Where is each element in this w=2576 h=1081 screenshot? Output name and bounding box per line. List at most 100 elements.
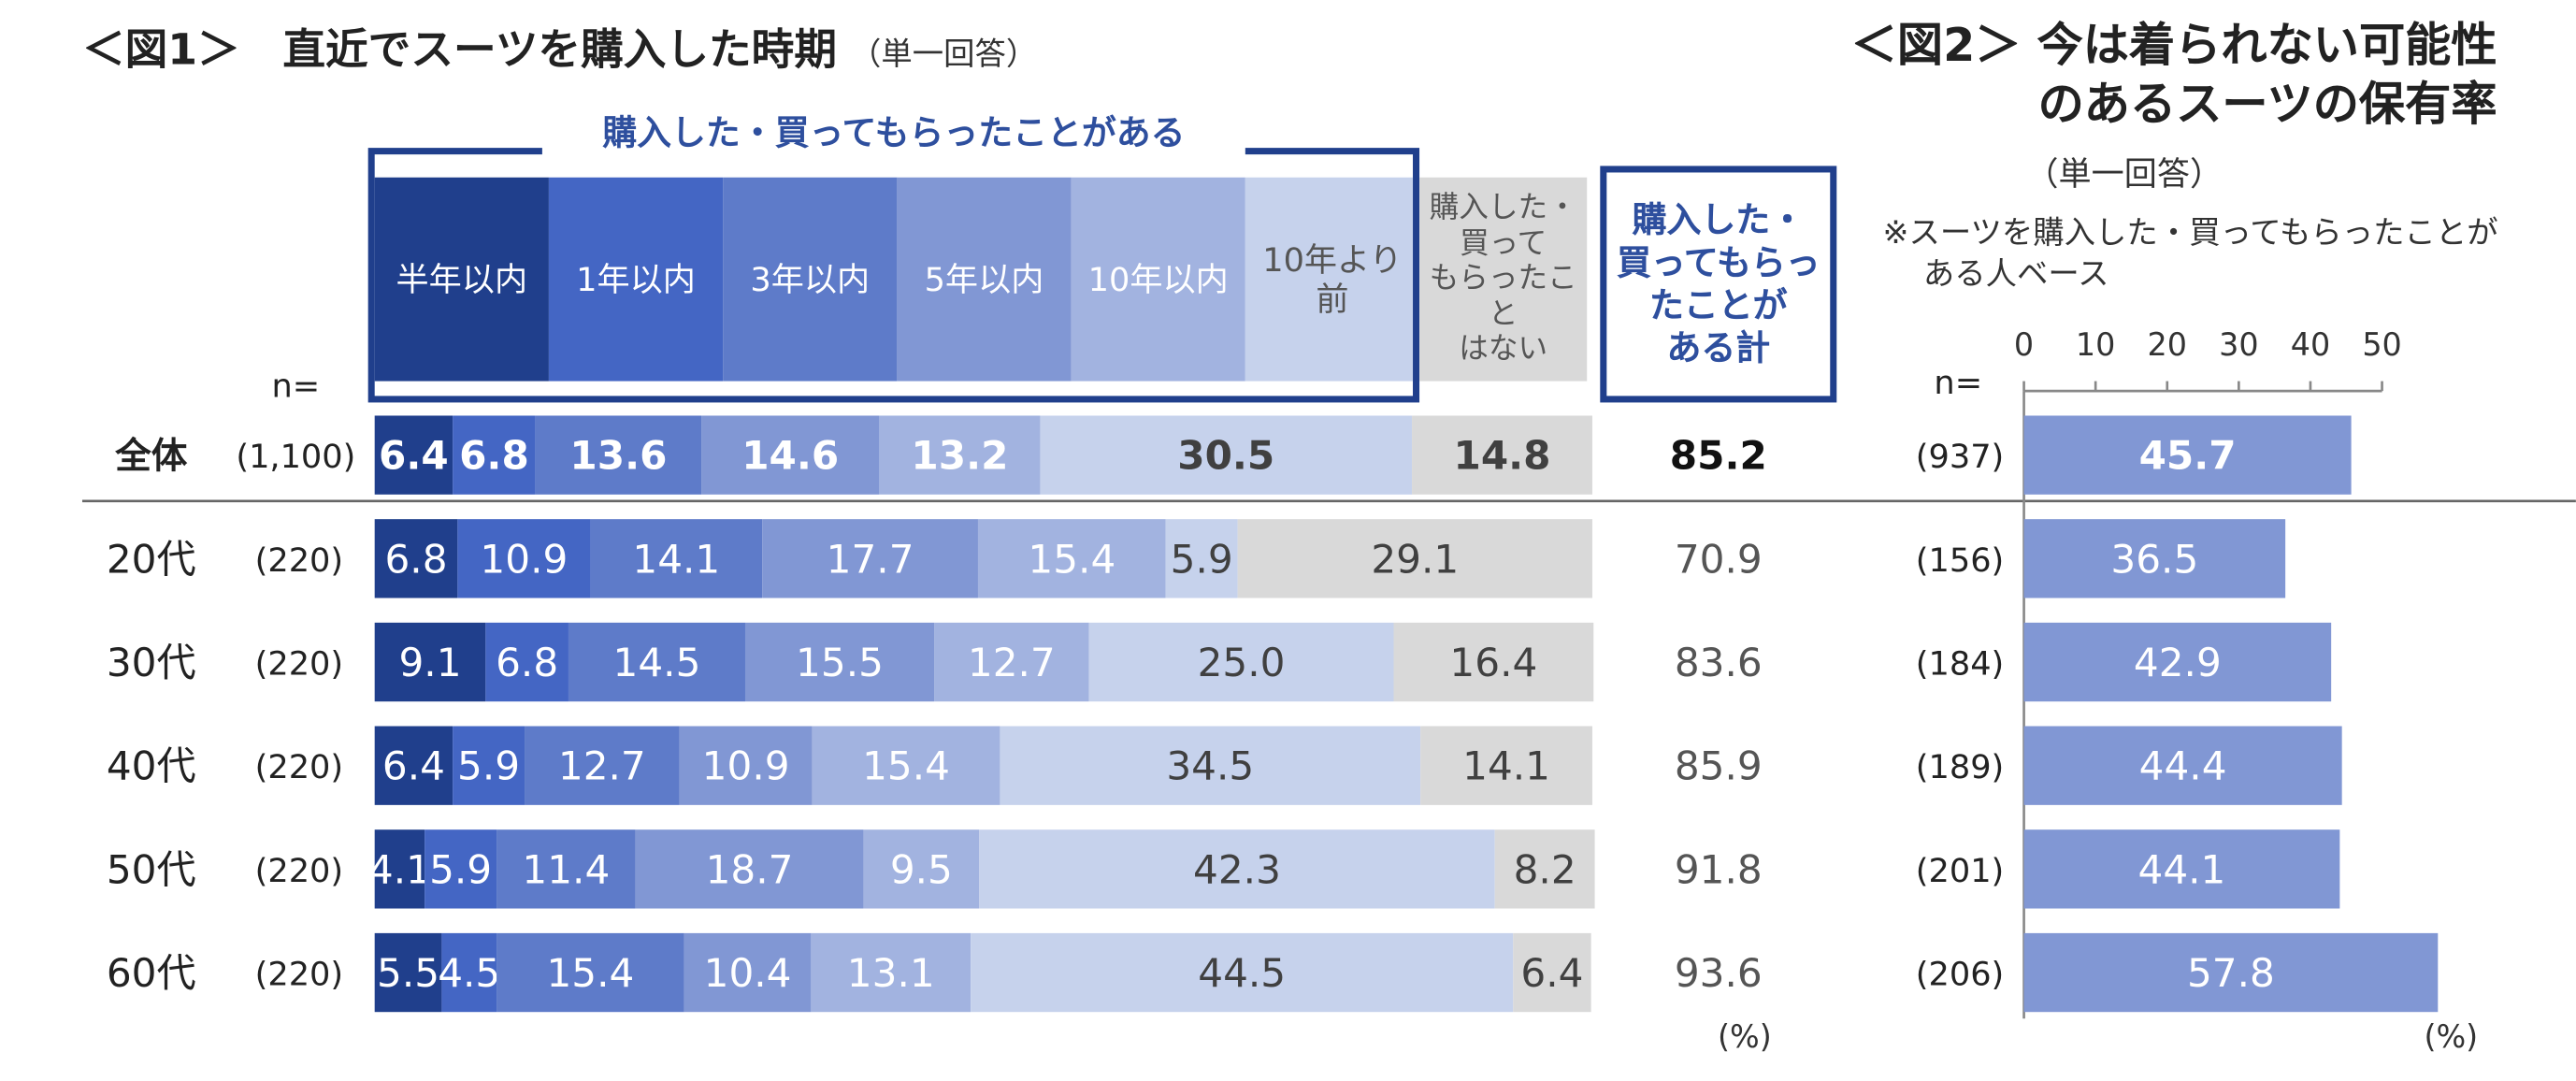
bar-segment (374, 932, 442, 1013)
bar-segment (525, 726, 680, 805)
value-label: 13.2 (911, 433, 1008, 479)
bar-segment (971, 932, 1514, 1013)
bar-segment (568, 622, 745, 702)
bar-segment (863, 829, 980, 909)
n-value: (184) (1916, 645, 2004, 684)
total-value: 85.9 (1675, 743, 1763, 789)
category-label: 40代 (107, 743, 196, 789)
legend-label: 5年以内 (924, 259, 1044, 299)
category-label: 全体 (114, 436, 188, 478)
bar-segment (1513, 932, 1591, 1013)
value-label: 6.8 (459, 433, 529, 479)
value-label: 57.8 (2187, 950, 2275, 996)
value-label: 10.9 (702, 743, 790, 789)
note-box: ※スーツを購入した・買ってもらったことが ある人ベース (1882, 215, 2497, 292)
value-label: 12.7 (558, 743, 646, 789)
value-label: 9.1 (398, 640, 461, 685)
total-header-box: 購入した・ 買ってもらっ たことが ある計 (1616, 199, 1820, 368)
value-label: 14.1 (632, 536, 720, 582)
value-label: 10.9 (480, 536, 568, 582)
n-value: (937) (1916, 438, 2004, 476)
value-label: 15.4 (1028, 536, 1115, 582)
bar-segment (590, 519, 763, 598)
legend-label-box: 10年より 前 (1262, 239, 1402, 318)
value-label: 14.6 (741, 433, 839, 479)
n-label: n= (1934, 364, 1982, 402)
value-label: 6.4 (382, 743, 445, 789)
value-label: 25.0 (1198, 640, 1286, 685)
value-label: 15.5 (796, 640, 884, 685)
total-box (1600, 166, 1837, 403)
value-label: 44.4 (2139, 743, 2227, 789)
value-label: 45.7 (2139, 433, 2237, 479)
legend-label: 3年以内 (750, 259, 871, 299)
n-value: (201) (1916, 852, 2004, 890)
legend-label-box: 10年以内 (1087, 259, 1229, 299)
value-label: 29.1 (1371, 536, 1459, 582)
chart-subtitle: （単一回答） (850, 36, 1037, 72)
total-value: 70.9 (1675, 536, 1763, 582)
x-tick-label: 40 (2291, 326, 2330, 363)
x-tick-label: 10 (2076, 326, 2115, 363)
n-value: (220) (255, 852, 343, 890)
value-label: 42.9 (2134, 640, 2222, 685)
category-label: 30代 (107, 640, 196, 685)
legend-label: 半年以内 (396, 259, 528, 299)
n-value: (220) (255, 541, 343, 580)
value-label: 5.9 (457, 743, 520, 789)
value-label: 14.5 (613, 640, 701, 685)
bar-segment (535, 415, 702, 495)
bar-segment (1393, 622, 1594, 702)
bar-segment (496, 829, 636, 909)
value-label: 6.8 (384, 536, 447, 582)
bar-segment (1040, 415, 1413, 495)
x-tick-label: 30 (2219, 326, 2258, 363)
legend-label-box: 5年以内 (924, 259, 1044, 299)
bar-segment (879, 415, 1041, 495)
value-label: 18.7 (706, 846, 794, 892)
value-label: 17.7 (827, 536, 914, 582)
n-value: (1,100) (236, 438, 355, 476)
value-label: 8.2 (1514, 846, 1576, 892)
bar-segment (1165, 519, 1238, 598)
value-label: 15.4 (546, 950, 634, 996)
legend-swatch (1071, 177, 1245, 382)
legend-swatch (374, 177, 549, 382)
value-label: 14.1 (1462, 743, 1550, 789)
bar (2023, 829, 2340, 909)
bar-segment (1494, 829, 1595, 909)
chart-title: ＜図2＞ 今は着られない可能性 のあるスーツの保有率 (1850, 18, 2497, 132)
legend-swatch (1419, 177, 1588, 382)
value-label: 6.8 (496, 640, 558, 685)
unit-label: (%) (2424, 1018, 2478, 1055)
category-label: 60代 (107, 950, 196, 996)
value-label: 6.4 (1520, 950, 1583, 996)
value-label: 15.4 (862, 743, 950, 789)
value-label: 5.5 (377, 950, 439, 996)
bar-segment (457, 519, 591, 598)
bar-segment (1088, 622, 1394, 702)
x-tick-label: 0 (2014, 326, 2034, 363)
chart-subtitle: （単一回答） (2025, 155, 2223, 194)
group-label-bg (541, 108, 1245, 162)
value-label: 9.5 (890, 846, 953, 892)
bar (2023, 519, 2286, 598)
value-label: 14.8 (1453, 433, 1550, 479)
bar-segment (934, 622, 1089, 702)
bar (2023, 622, 2332, 702)
bar-segment (1420, 726, 1592, 805)
value-label: 34.5 (1166, 743, 1254, 789)
n-value: (156) (1916, 541, 2004, 580)
total-value: 91.8 (1675, 846, 1763, 892)
value-label: 4.5 (438, 950, 500, 996)
bar-segment (701, 415, 880, 495)
bar-segment (453, 726, 525, 805)
bar-segment (635, 829, 864, 909)
value-label: 36.5 (2110, 536, 2198, 582)
legend-label: 10年以内 (1087, 259, 1229, 299)
bar-segment (744, 622, 935, 702)
bar-segment (762, 519, 978, 598)
value-label: 30.5 (1177, 433, 1274, 479)
total-header: 購入した・ 買ってもらっ たことが ある計 (1616, 199, 1820, 368)
